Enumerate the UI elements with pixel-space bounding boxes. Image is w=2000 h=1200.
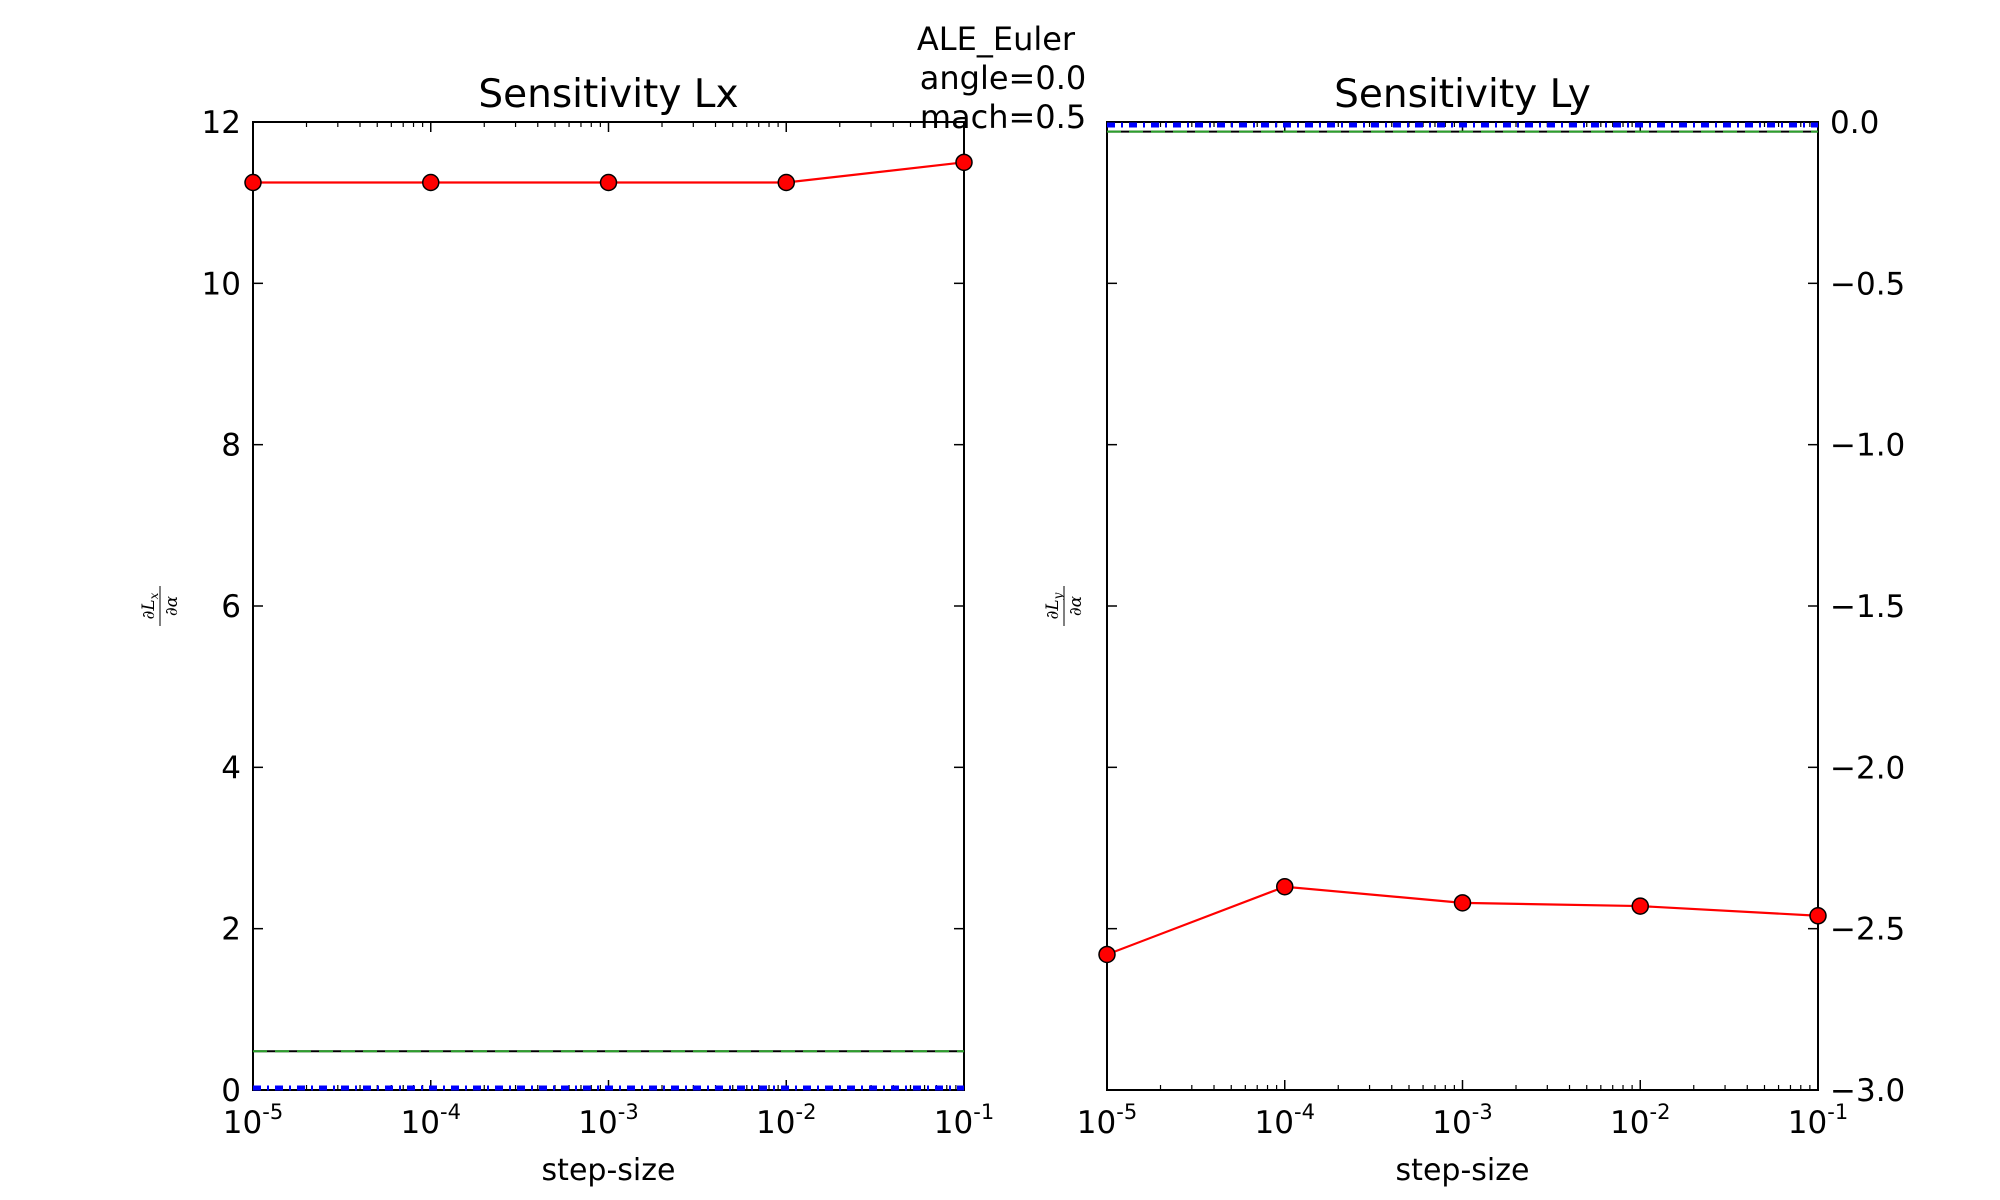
suptitle-line-3: mach=0.5 — [920, 98, 1086, 136]
x-tick-exponent: -3 — [1472, 1100, 1493, 1124]
y-tick-label: −1.0 — [1830, 428, 1905, 464]
x-tick-label: 10-5 — [223, 1100, 283, 1141]
x-tick-exponent: -3 — [618, 1100, 639, 1124]
y-label-denominator: ∂α — [162, 595, 182, 616]
suptitle: ALE_Euler angle=0.0 mach=0.5 — [917, 20, 1086, 136]
data-point — [777, 173, 795, 192]
y-label-num-main: ∂L — [1043, 599, 1063, 619]
x-tick-base: 10 — [578, 1105, 617, 1141]
y-tick-label: 0.0 — [1830, 105, 1879, 141]
y-tick-label: −0.5 — [1830, 266, 1905, 302]
x-tick-label: 10-5 — [1077, 1100, 1137, 1141]
x-tick-label: 10-1 — [934, 1100, 994, 1141]
x-tick-base: 10 — [223, 1105, 262, 1141]
y-tick-label: 0 — [221, 1073, 241, 1109]
y-label-numerator: ∂Ly — [1043, 592, 1065, 619]
y-tick-label: −2.0 — [1830, 750, 1905, 786]
data-point — [599, 173, 618, 192]
x-tick-label: 10-3 — [578, 1100, 638, 1141]
data-point — [955, 153, 973, 172]
x-axis-label: step-size — [1396, 1153, 1530, 1188]
x-tick-exponent: -1 — [1827, 1100, 1848, 1124]
y-label-numerator: ∂Lx — [139, 592, 161, 619]
data-point — [1809, 907, 1827, 925]
y-tick-label: 6 — [221, 589, 241, 625]
axes-frame — [252, 121, 965, 1091]
y-label-denominator: ∂α — [1066, 595, 1086, 616]
data-point — [1631, 897, 1649, 915]
y-tick-label: 8 — [221, 428, 241, 464]
y-axis-label: ∂Lx ∂α — [139, 586, 182, 626]
x-tick-exponent: -4 — [1294, 1100, 1315, 1124]
data-point — [1276, 877, 1294, 896]
y-tick-label: 10 — [202, 266, 241, 302]
x-tick-base: 10 — [1255, 1105, 1294, 1141]
x-tick-label: 10-2 — [756, 1100, 816, 1141]
y-axis-label: ∂Ly ∂α — [1043, 586, 1086, 626]
y-tick-label: −1.5 — [1830, 589, 1905, 625]
data-point — [244, 173, 262, 192]
x-tick-exponent: -5 — [1116, 1100, 1137, 1124]
x-axis-label: step-size — [542, 1153, 676, 1188]
suptitle-line-2: angle=0.0 — [920, 59, 1086, 97]
data-point — [1098, 945, 1116, 964]
x-tick-exponent: -4 — [440, 1100, 461, 1124]
suptitle-line-1: ALE_Euler — [917, 20, 1076, 58]
y-tick-label: 4 — [221, 750, 241, 786]
x-tick-label: 10-3 — [1432, 1100, 1492, 1141]
y-tick-label: 2 — [221, 912, 241, 948]
x-tick-label: 10-4 — [1255, 1100, 1315, 1141]
x-tick-base: 10 — [756, 1105, 795, 1141]
x-tick-exponent: -1 — [973, 1100, 994, 1124]
chart-title: Sensitivity Ly — [1334, 72, 1591, 117]
x-tick-label: 10-2 — [1610, 1100, 1670, 1141]
x-tick-base: 10 — [1432, 1105, 1471, 1141]
data-point — [1453, 894, 1472, 912]
x-tick-base: 10 — [1077, 1105, 1116, 1141]
x-tick-base: 10 — [401, 1105, 440, 1141]
x-tick-base: 10 — [1788, 1105, 1827, 1141]
x-tick-label: 10-1 — [1788, 1100, 1848, 1141]
y-label-num-main: ∂L — [139, 599, 159, 619]
x-tick-base: 10 — [934, 1105, 973, 1141]
data-point — [422, 173, 440, 192]
chart-title: Sensitivity Lx — [478, 72, 738, 117]
x-tick-exponent: -2 — [1650, 1100, 1671, 1124]
y-label-num-sub: x — [147, 592, 161, 599]
y-tick-label: −2.5 — [1830, 912, 1905, 948]
y-tick-label: −3.0 — [1830, 1073, 1905, 1109]
axes-frame — [1106, 121, 1819, 1091]
x-tick-exponent: -2 — [796, 1100, 817, 1124]
y-label-num-sub: y — [1051, 592, 1065, 600]
x-tick-exponent: -5 — [262, 1100, 283, 1124]
x-tick-label: 10-4 — [401, 1100, 461, 1141]
y-tick-label: 12 — [202, 105, 241, 141]
x-tick-base: 10 — [1610, 1105, 1649, 1141]
